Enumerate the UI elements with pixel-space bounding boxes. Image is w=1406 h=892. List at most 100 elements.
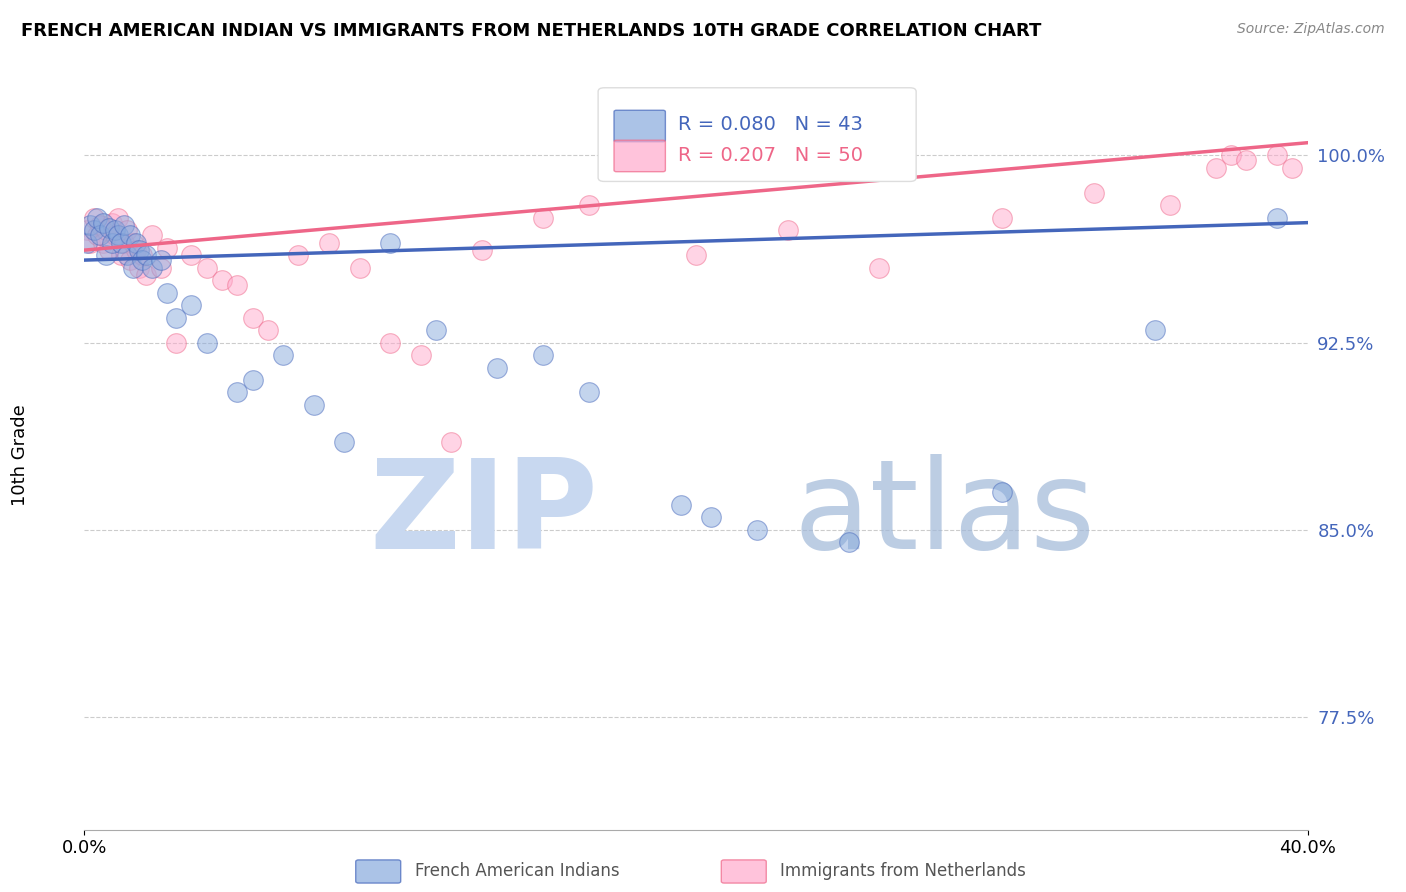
Point xyxy=(125,243,148,257)
Text: Source: ZipAtlas.com: Source: ZipAtlas.com xyxy=(1237,22,1385,37)
Point xyxy=(115,248,138,262)
Text: Immigrants from Netherlands: Immigrants from Netherlands xyxy=(780,863,1026,880)
Point xyxy=(135,268,157,282)
Point xyxy=(776,223,799,237)
Text: French American Indians: French American Indians xyxy=(415,863,620,880)
Point xyxy=(409,348,432,362)
Point xyxy=(120,228,142,243)
Point xyxy=(1236,153,1258,168)
Point xyxy=(838,535,860,549)
Point xyxy=(1281,161,1303,175)
Point xyxy=(991,211,1014,225)
Point xyxy=(226,278,249,293)
Point xyxy=(471,243,494,257)
Point xyxy=(122,235,145,250)
Point xyxy=(180,248,202,262)
Point xyxy=(380,235,402,250)
Text: ZIP: ZIP xyxy=(370,454,598,575)
Point xyxy=(104,228,127,243)
Point xyxy=(89,228,111,243)
Point xyxy=(91,235,114,250)
Point xyxy=(141,260,163,275)
Point xyxy=(1159,198,1181,212)
FancyBboxPatch shape xyxy=(614,140,665,171)
Point xyxy=(1265,211,1288,225)
Y-axis label: 10th Grade: 10th Grade xyxy=(11,404,28,506)
Point xyxy=(94,248,117,262)
Point xyxy=(83,223,105,237)
Point xyxy=(287,248,309,262)
Point xyxy=(91,216,114,230)
Point xyxy=(149,260,172,275)
Point xyxy=(101,216,124,230)
Point xyxy=(685,248,707,262)
Point xyxy=(302,398,325,412)
Point xyxy=(257,323,280,337)
Point xyxy=(1143,323,1166,337)
FancyBboxPatch shape xyxy=(614,111,665,142)
Point xyxy=(107,211,129,225)
Point xyxy=(991,485,1014,500)
Point xyxy=(700,510,723,524)
Point xyxy=(156,241,179,255)
Point xyxy=(1205,161,1227,175)
Text: R = 0.207   N = 50: R = 0.207 N = 50 xyxy=(678,145,863,165)
Point xyxy=(86,211,108,225)
Point xyxy=(380,335,402,350)
Point xyxy=(89,218,111,232)
Point xyxy=(122,260,145,275)
Point xyxy=(110,248,132,262)
Point xyxy=(125,235,148,250)
Point xyxy=(1265,148,1288,162)
Point xyxy=(242,310,264,325)
Point xyxy=(869,260,891,275)
Point xyxy=(165,335,187,350)
Point xyxy=(271,348,294,362)
Point xyxy=(211,273,233,287)
Point xyxy=(128,260,150,275)
Point xyxy=(76,223,98,237)
Point xyxy=(135,248,157,262)
Point xyxy=(242,373,264,387)
Point xyxy=(349,260,371,275)
Text: atlas: atlas xyxy=(794,454,1095,575)
Point xyxy=(104,223,127,237)
Point xyxy=(149,253,172,268)
Point xyxy=(107,228,129,243)
Point xyxy=(578,385,600,400)
Point xyxy=(79,218,101,232)
Point xyxy=(195,260,218,275)
Point xyxy=(578,198,600,212)
Point xyxy=(425,323,447,337)
Point xyxy=(669,498,692,512)
Text: R = 0.080   N = 43: R = 0.080 N = 43 xyxy=(678,115,862,134)
Point xyxy=(128,243,150,257)
Point xyxy=(333,435,356,450)
Point xyxy=(486,360,509,375)
Point xyxy=(101,235,124,250)
Point xyxy=(97,220,120,235)
Point xyxy=(531,211,554,225)
Point xyxy=(440,435,463,450)
Point xyxy=(165,310,187,325)
Point xyxy=(747,523,769,537)
Point xyxy=(79,235,101,250)
Point xyxy=(1083,186,1105,200)
Point xyxy=(226,385,249,400)
Point xyxy=(195,335,218,350)
Point xyxy=(318,235,340,250)
Point xyxy=(112,218,135,232)
Point xyxy=(131,253,153,268)
Point xyxy=(83,211,105,225)
Point xyxy=(156,285,179,300)
Point xyxy=(112,235,135,250)
Point xyxy=(76,235,98,250)
Point xyxy=(120,253,142,268)
Point xyxy=(141,228,163,243)
Point xyxy=(97,243,120,257)
Point xyxy=(94,223,117,237)
Point xyxy=(115,223,138,237)
Point xyxy=(180,298,202,312)
Point xyxy=(110,235,132,250)
Text: FRENCH AMERICAN INDIAN VS IMMIGRANTS FROM NETHERLANDS 10TH GRADE CORRELATION CHA: FRENCH AMERICAN INDIAN VS IMMIGRANTS FRO… xyxy=(21,22,1042,40)
